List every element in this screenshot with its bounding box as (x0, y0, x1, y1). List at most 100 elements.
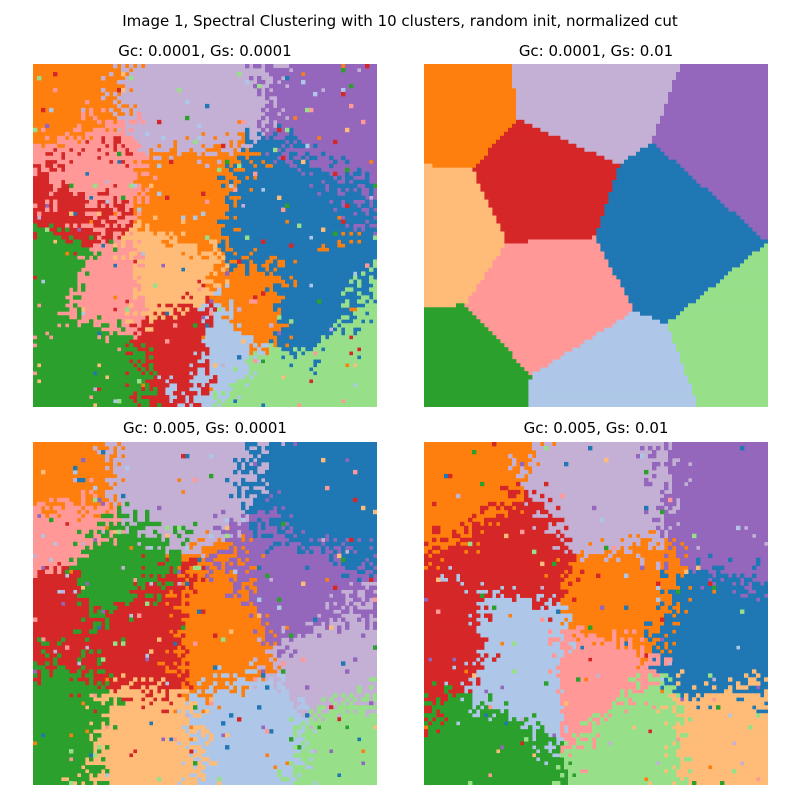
cluster-cell (197, 391, 202, 396)
cluster-cell (297, 71, 302, 77)
cluster-cell (245, 271, 250, 276)
cluster-cell (61, 167, 66, 173)
cluster-cell (213, 87, 218, 93)
cluster-cell (257, 307, 262, 312)
cluster-cell (169, 315, 174, 320)
cluster-cell (345, 119, 350, 125)
cluster-cell (229, 387, 234, 392)
cluster-cell (329, 67, 334, 73)
cluster-cell (157, 103, 162, 109)
cluster-cell (289, 335, 294, 340)
cluster-cell (225, 147, 230, 153)
cluster-cell (333, 123, 338, 129)
cluster-cell (281, 299, 286, 304)
cluster-cell (173, 159, 178, 165)
cluster-cell (209, 367, 214, 372)
cluster-cell (165, 183, 170, 189)
cluster-cell (317, 211, 322, 216)
cluster-cell (229, 335, 234, 340)
cluster-cell (61, 199, 66, 204)
cluster-cell (361, 64, 366, 69)
cluster-cell (61, 127, 66, 133)
cluster-cell (173, 347, 178, 352)
cluster-cell (325, 275, 330, 280)
cluster-cell (185, 131, 190, 137)
cluster-cell (69, 231, 74, 236)
cluster-cell (313, 87, 318, 93)
cluster-cell (249, 83, 254, 89)
cluster-cell (345, 275, 350, 280)
cluster-cell (193, 307, 198, 312)
cluster-cell (261, 79, 266, 85)
cluster-cell (281, 111, 286, 117)
cluster-cell (157, 395, 162, 400)
cluster-cell (237, 175, 242, 181)
cluster-cell (129, 103, 134, 109)
cluster-cell (209, 71, 214, 77)
cluster-cell (169, 95, 174, 101)
cluster-cell (353, 279, 358, 284)
cluster-cell (161, 71, 166, 77)
cluster-cell (97, 67, 102, 73)
cluster-cell (241, 107, 246, 113)
cluster-cell (217, 387, 222, 392)
cluster-cell (93, 207, 98, 212)
cluster-cell (193, 167, 198, 173)
cluster-cell (325, 295, 330, 300)
cluster-cell (265, 283, 270, 288)
cluster-cell (157, 167, 162, 173)
cluster-cell (161, 391, 166, 396)
cluster-cell (325, 147, 330, 153)
cluster-cell (305, 83, 310, 89)
cluster-cell (57, 115, 62, 121)
cluster-cell (81, 79, 86, 85)
cluster-cell (289, 103, 294, 109)
cluster-cell (369, 271, 374, 276)
cluster-cell (269, 307, 274, 312)
cluster-cell (237, 227, 242, 232)
cluster-cell (293, 275, 298, 280)
cluster-cell (265, 139, 270, 145)
cluster-cell (189, 139, 194, 145)
cluster-cell (237, 67, 242, 73)
cluster-cell (197, 227, 202, 232)
cluster-cell (369, 71, 374, 77)
cluster-cell (193, 343, 198, 348)
cluster-cell (317, 303, 322, 308)
cluster-cell (365, 203, 370, 208)
cluster-cell (33, 191, 38, 197)
cluster-cell (217, 159, 222, 165)
cluster-cell (373, 255, 377, 260)
cluster-cell (221, 367, 226, 372)
cluster-cell (369, 187, 374, 193)
cluster-cell (125, 211, 130, 216)
cluster-cell (93, 127, 98, 133)
cluster-cell (301, 199, 306, 204)
cluster-cell (201, 75, 206, 81)
cluster-cell (333, 255, 338, 260)
cluster-cell (61, 163, 66, 169)
cluster-cell (213, 155, 218, 161)
cluster-cell (197, 379, 202, 384)
cluster-cell (353, 175, 358, 181)
cluster-cell (89, 227, 94, 232)
cluster-cell (341, 79, 346, 85)
cluster-cell (205, 75, 210, 81)
cluster-cell (237, 139, 242, 145)
cluster-cell (153, 91, 158, 97)
cluster-cell (201, 131, 206, 137)
cluster-cell (361, 83, 366, 89)
cluster-cell (97, 143, 102, 149)
cluster-cell (245, 143, 250, 149)
cluster-cell (221, 335, 226, 340)
cluster-cell (125, 95, 130, 101)
cluster-cell (161, 119, 166, 125)
cluster-cell (237, 183, 242, 189)
cluster-cell (205, 119, 210, 125)
cluster-cell (233, 139, 238, 145)
cluster-cell (353, 227, 358, 232)
cluster-cell (41, 211, 46, 216)
cluster-cell (293, 247, 298, 252)
cluster-cell (73, 99, 78, 105)
cluster-cell (361, 279, 366, 284)
